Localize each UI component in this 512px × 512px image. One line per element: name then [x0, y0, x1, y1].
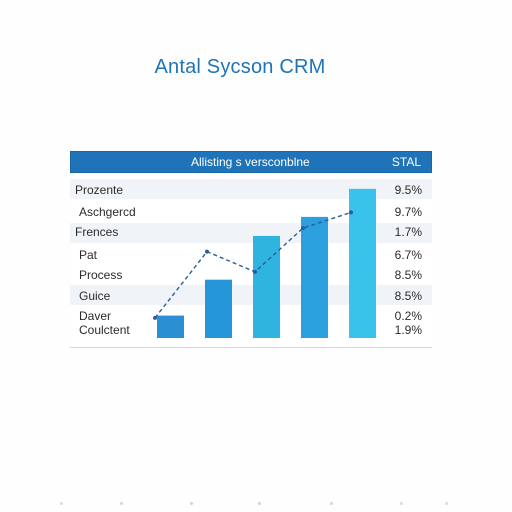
decorative-dot [60, 502, 63, 505]
row-label: Guice [79, 289, 111, 303]
decorative-dot [120, 502, 123, 505]
row-value: 1.7% [394, 225, 422, 239]
row-label: Pat [79, 248, 98, 262]
trend-point [205, 249, 209, 254]
panel-header-stat: STAL [391, 155, 421, 169]
row-label: Coulctent [79, 323, 130, 337]
decorative-dot [258, 502, 261, 505]
row-value: 9.7% [394, 205, 422, 219]
decorative-dot [400, 502, 403, 505]
row-value: 6.7% [394, 248, 422, 262]
bar-line-chart [153, 188, 376, 338]
chart-bar [253, 235, 280, 338]
decorative-dot [190, 502, 193, 505]
row-label: Prozente [75, 183, 124, 197]
panel-header: Allisting s versconblne STAL [70, 151, 432, 173]
decorative-dot [330, 502, 333, 505]
chart-bar [301, 216, 328, 338]
row-band [70, 179, 432, 199]
trend-point [301, 226, 305, 231]
chart-bar [205, 279, 232, 338]
trend-point [253, 269, 257, 274]
row-value: 8.5% [394, 268, 422, 282]
row-value: 8.5% [394, 289, 422, 303]
decorative-dot [445, 502, 448, 505]
row-label: Aschgercd [79, 205, 136, 219]
footer-decoration [0, 500, 512, 508]
row-label: Frences [75, 225, 119, 239]
chart-panel: Allisting s versconblne STAL Prozente 9.5… [70, 151, 432, 348]
row-band [70, 285, 432, 305]
row-label: Daver [79, 309, 112, 323]
row-value: 0.2% [394, 309, 422, 323]
chart-bar [157, 315, 184, 338]
panel-header-title: Allisting s versconblne [191, 155, 310, 169]
row-value: 9.5% [394, 183, 422, 197]
row-label: Process [79, 268, 123, 282]
app-title: Antal Sycson CRM [154, 56, 326, 78]
row-band [70, 223, 432, 243]
trend-point [349, 210, 353, 215]
chart-bar [349, 188, 376, 338]
row-value: 1.9% [394, 323, 422, 337]
trend-point [153, 315, 157, 320]
